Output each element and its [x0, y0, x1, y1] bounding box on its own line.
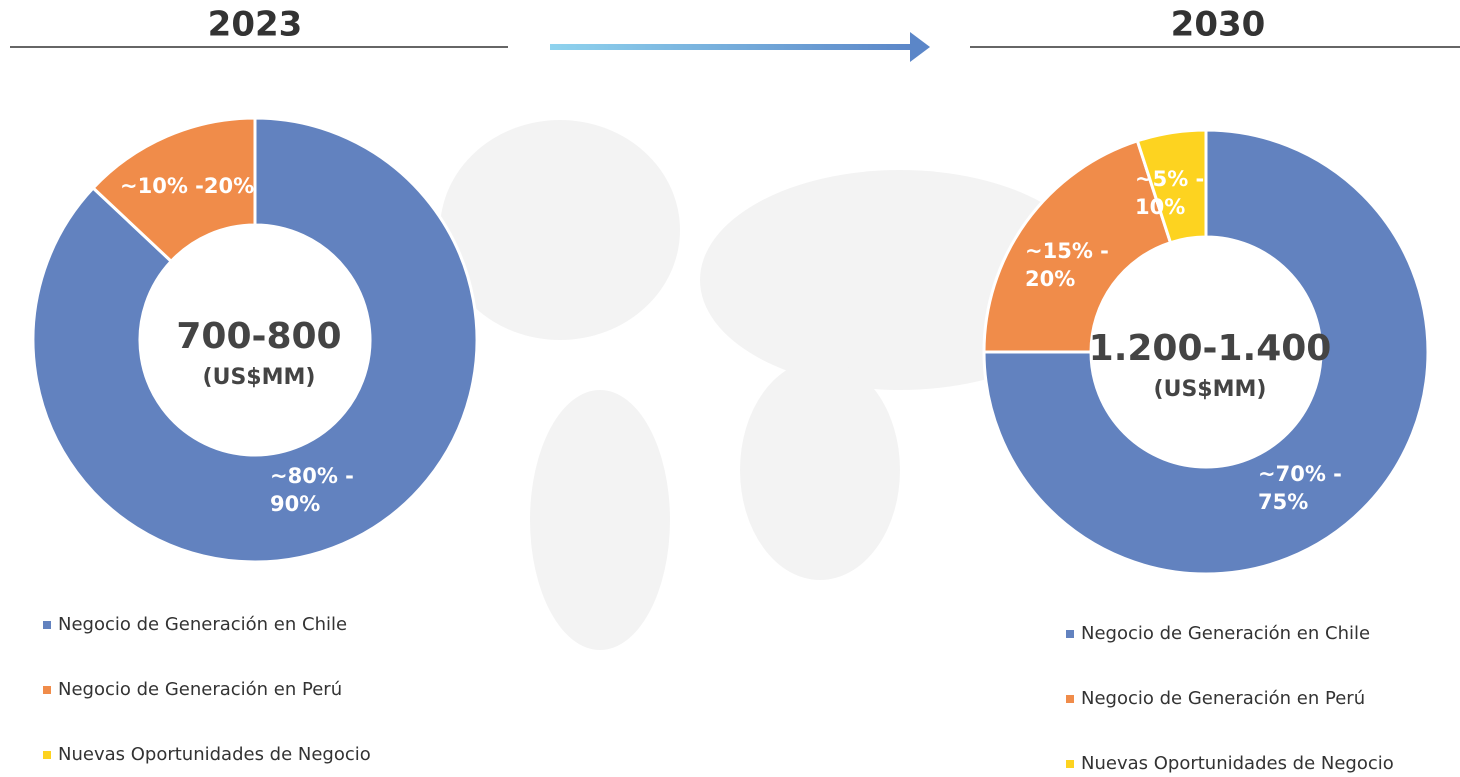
- slice-label: ~10% -20%: [120, 174, 255, 198]
- slice: [1135, 128, 1208, 245]
- slice-label: ~5% - 10%: [1135, 167, 1205, 219]
- legend-label: Negocio de Generación en Perú: [1081, 688, 1365, 709]
- legend-label: Negocio de Generación en Chile: [58, 614, 347, 635]
- slice-label: ~80% - 90%: [270, 464, 354, 516]
- legend-label: Nuevas Oportunidades de Negocio: [1081, 753, 1394, 774]
- arrow-head: [910, 32, 930, 62]
- arrow: [550, 44, 912, 50]
- chart-title: 2023: [208, 5, 303, 45]
- legend-label: Negocio de Generación en Chile: [1081, 623, 1370, 644]
- slice: [982, 128, 1430, 576]
- legend-swatch: [43, 751, 51, 759]
- center-unit: (US$MM): [203, 365, 316, 390]
- legend-swatch: [43, 621, 51, 629]
- center-value: 1.200-1.400: [1089, 328, 1332, 369]
- chart-title: 2030: [1171, 5, 1266, 45]
- center-value: 700-800: [176, 316, 341, 357]
- slice-label: ~15% - 20%: [1025, 239, 1109, 291]
- map-background: [440, 120, 1100, 650]
- legend-swatch: [1066, 760, 1074, 768]
- slice: [31, 116, 479, 564]
- slice-label: ~70% - 75%: [1258, 462, 1342, 514]
- legend-swatch: [43, 686, 51, 694]
- legend-swatch: [1066, 695, 1074, 703]
- legend-label: Nuevas Oportunidades de Negocio: [58, 744, 371, 765]
- legend-label: Negocio de Generación en Perú: [58, 679, 342, 700]
- center-unit: (US$MM): [1154, 377, 1267, 402]
- legend-swatch: [1066, 630, 1074, 638]
- slice: [982, 138, 1173, 354]
